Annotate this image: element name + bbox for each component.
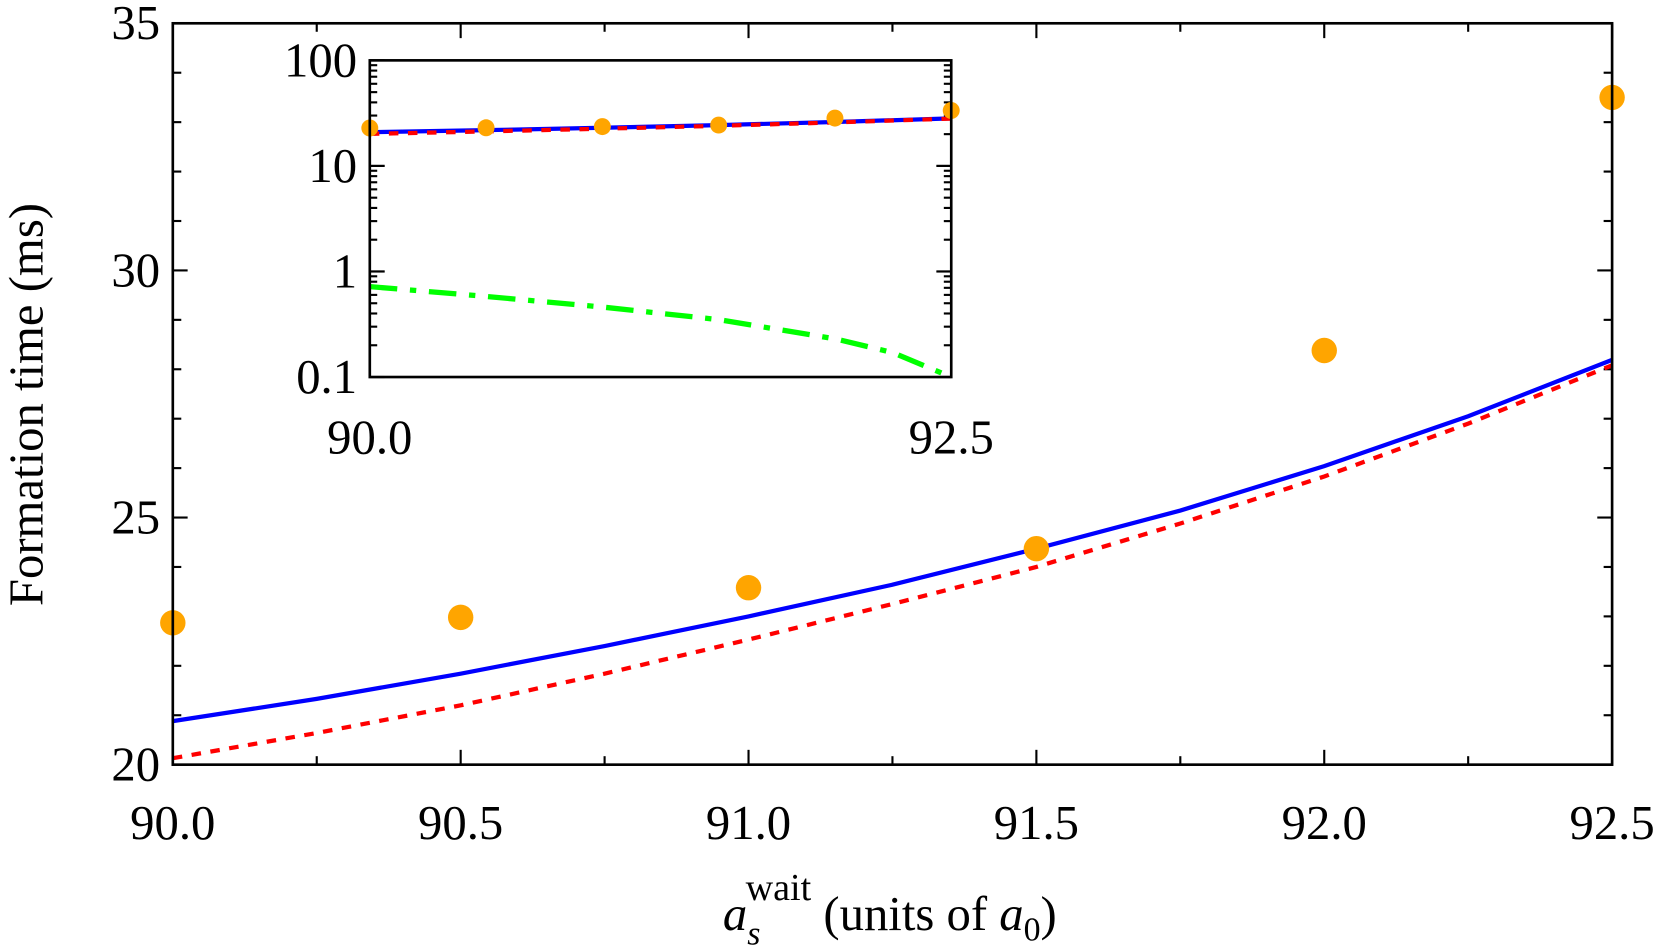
x-label-close: ) [1041,887,1057,941]
plot-frame [171,21,1614,766]
plot-frame [368,59,953,379]
y-tick-label: 35 [111,0,160,50]
y-tick-label: 100 [284,33,357,87]
x-tick-label: 91.0 [706,796,791,850]
x-label-rest: (units of [811,887,999,941]
data-point [477,119,495,137]
x-tick-label: 91.5 [994,796,1079,850]
data-point [735,575,762,601]
data-point [593,118,611,136]
x-label-sub: s [747,916,760,950]
data-point [826,109,844,127]
series-line-dashdot [369,283,953,378]
y-tick-label: 0.1 [296,350,357,404]
series-line-solid [172,357,1613,724]
x-label-unit-sub: 0 [1024,911,1041,948]
x-tick-label: 90.0 [130,796,215,850]
y-tick-label: 1 [333,244,357,298]
y-tick-label: 25 [111,490,160,544]
x-axis-label: aswait (units of a0) [723,867,1057,950]
x-tick-label: 92.5 [1569,796,1654,850]
x-label-base: a [723,887,747,941]
data-point [710,116,728,134]
x-label-sup: wait [746,867,812,909]
y-tick-label: 20 [111,738,160,792]
x-tick-label: 92.0 [1282,796,1367,850]
y-tick-label: 10 [308,139,357,193]
x-label-unit: a [999,887,1023,941]
data-point [447,604,474,631]
inset-plot: 90.0 92.5 0.1 1 10 100 [284,33,994,464]
x-tick-label: 90.0 [327,410,412,464]
data-point [1311,337,1337,364]
y-tick-label: 30 [111,243,160,297]
main-plot: 90.0 90.5 91.0 91.5 92.0 92.5 20 25 30 35 [111,0,1654,850]
y-axis-label: Formation time (ms) [0,203,54,606]
series-line-dotted [369,116,952,136]
data-point [1023,535,1050,562]
x-tick-label: 90.5 [418,796,503,850]
x-tick-label: 92.5 [909,410,994,464]
